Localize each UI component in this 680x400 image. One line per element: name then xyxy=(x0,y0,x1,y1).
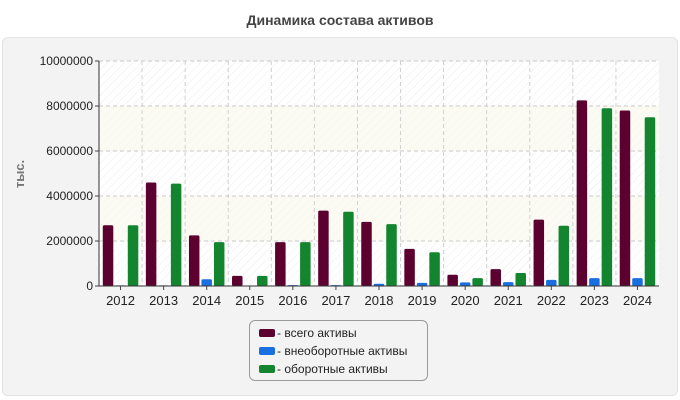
bar-noncurrent-assets xyxy=(373,283,385,286)
legend-item-noncurrent: - внеоборотные активы xyxy=(259,342,427,360)
bar-total-assets xyxy=(188,235,200,286)
x-tick-label: 2021 xyxy=(494,293,523,308)
y-tick-label: 10000000 xyxy=(40,54,94,68)
x-tick-label: 2013 xyxy=(149,293,178,308)
x-tick-label: 2024 xyxy=(623,293,652,308)
bar-total-assets xyxy=(232,275,243,286)
legend-item-total: - всего активы xyxy=(259,324,427,342)
bar-total-assets xyxy=(533,219,545,286)
plot-band xyxy=(99,106,659,151)
bar-noncurrent-assets xyxy=(589,278,600,286)
x-tick-label: 2015 xyxy=(235,293,264,308)
bar-current-assets xyxy=(515,272,526,286)
bar-total-assets xyxy=(275,242,286,286)
bar-total-assets xyxy=(576,100,588,286)
bar-current-assets xyxy=(429,252,440,286)
bar-current-assets xyxy=(213,242,225,286)
bar-noncurrent-assets xyxy=(416,282,428,286)
bar-noncurrent-assets xyxy=(632,278,643,286)
legend-item-current: - оборотные активы xyxy=(259,360,427,378)
y-tick-label: 0 xyxy=(86,279,93,293)
bar-current-assets xyxy=(170,183,182,286)
bar-total-assets xyxy=(490,269,501,286)
bar-total-assets xyxy=(447,274,458,286)
bar-noncurrent-assets xyxy=(546,279,557,286)
bar-current-assets xyxy=(386,224,397,286)
legend-label-current: оборотные активы xyxy=(284,362,388,376)
x-tick-label: 2018 xyxy=(365,293,394,308)
plot-area-hatch xyxy=(99,61,659,286)
legend-label-total: всего активы xyxy=(284,326,357,340)
legend-swatch-total xyxy=(259,329,275,337)
y-tick-label: 8000000 xyxy=(46,99,93,113)
x-tick-label: 2014 xyxy=(192,293,221,308)
y-tick-label: 6000000 xyxy=(46,144,93,158)
x-tick-label: 2017 xyxy=(321,293,350,308)
legend: - всего активы - внеоборотные активы - о… xyxy=(249,320,428,381)
y-axis-label: тыс. xyxy=(12,160,27,188)
y-tick-label: 2000000 xyxy=(46,234,93,248)
bar-current-assets xyxy=(343,211,354,286)
bar-total-assets xyxy=(318,210,329,286)
x-tick-label: 2019 xyxy=(408,293,437,308)
bar-current-assets xyxy=(558,225,570,286)
y-tick-label: 4000000 xyxy=(46,189,93,203)
bar-current-assets xyxy=(127,225,139,286)
legend-swatch-current xyxy=(259,365,275,373)
x-tick-label: 2020 xyxy=(451,293,480,308)
bar-current-assets xyxy=(300,242,311,286)
bar-noncurrent-assets xyxy=(502,282,514,286)
x-tick-label: 2016 xyxy=(278,293,307,308)
x-tick-label: 2022 xyxy=(537,293,566,308)
bar-current-assets xyxy=(257,275,268,286)
bar-total-assets xyxy=(361,221,372,286)
legend-label-noncurrent: внеоборотные активы xyxy=(284,344,408,358)
bar-noncurrent-assets xyxy=(201,279,212,286)
plot-band xyxy=(99,196,659,241)
bar-current-assets xyxy=(601,108,613,286)
chart-title: Динамика состава активов xyxy=(246,12,434,28)
bar-total-assets xyxy=(102,225,114,286)
bar-total-assets xyxy=(404,248,415,286)
bar-noncurrent-assets xyxy=(459,282,471,286)
x-tick-label: 2023 xyxy=(580,293,609,308)
bar-current-assets xyxy=(472,278,483,286)
bar-total-assets xyxy=(145,182,157,286)
bar-current-assets xyxy=(644,117,656,286)
bar-total-assets xyxy=(619,110,631,286)
legend-swatch-noncurrent xyxy=(259,347,275,355)
x-tick-label: 2012 xyxy=(106,293,135,308)
